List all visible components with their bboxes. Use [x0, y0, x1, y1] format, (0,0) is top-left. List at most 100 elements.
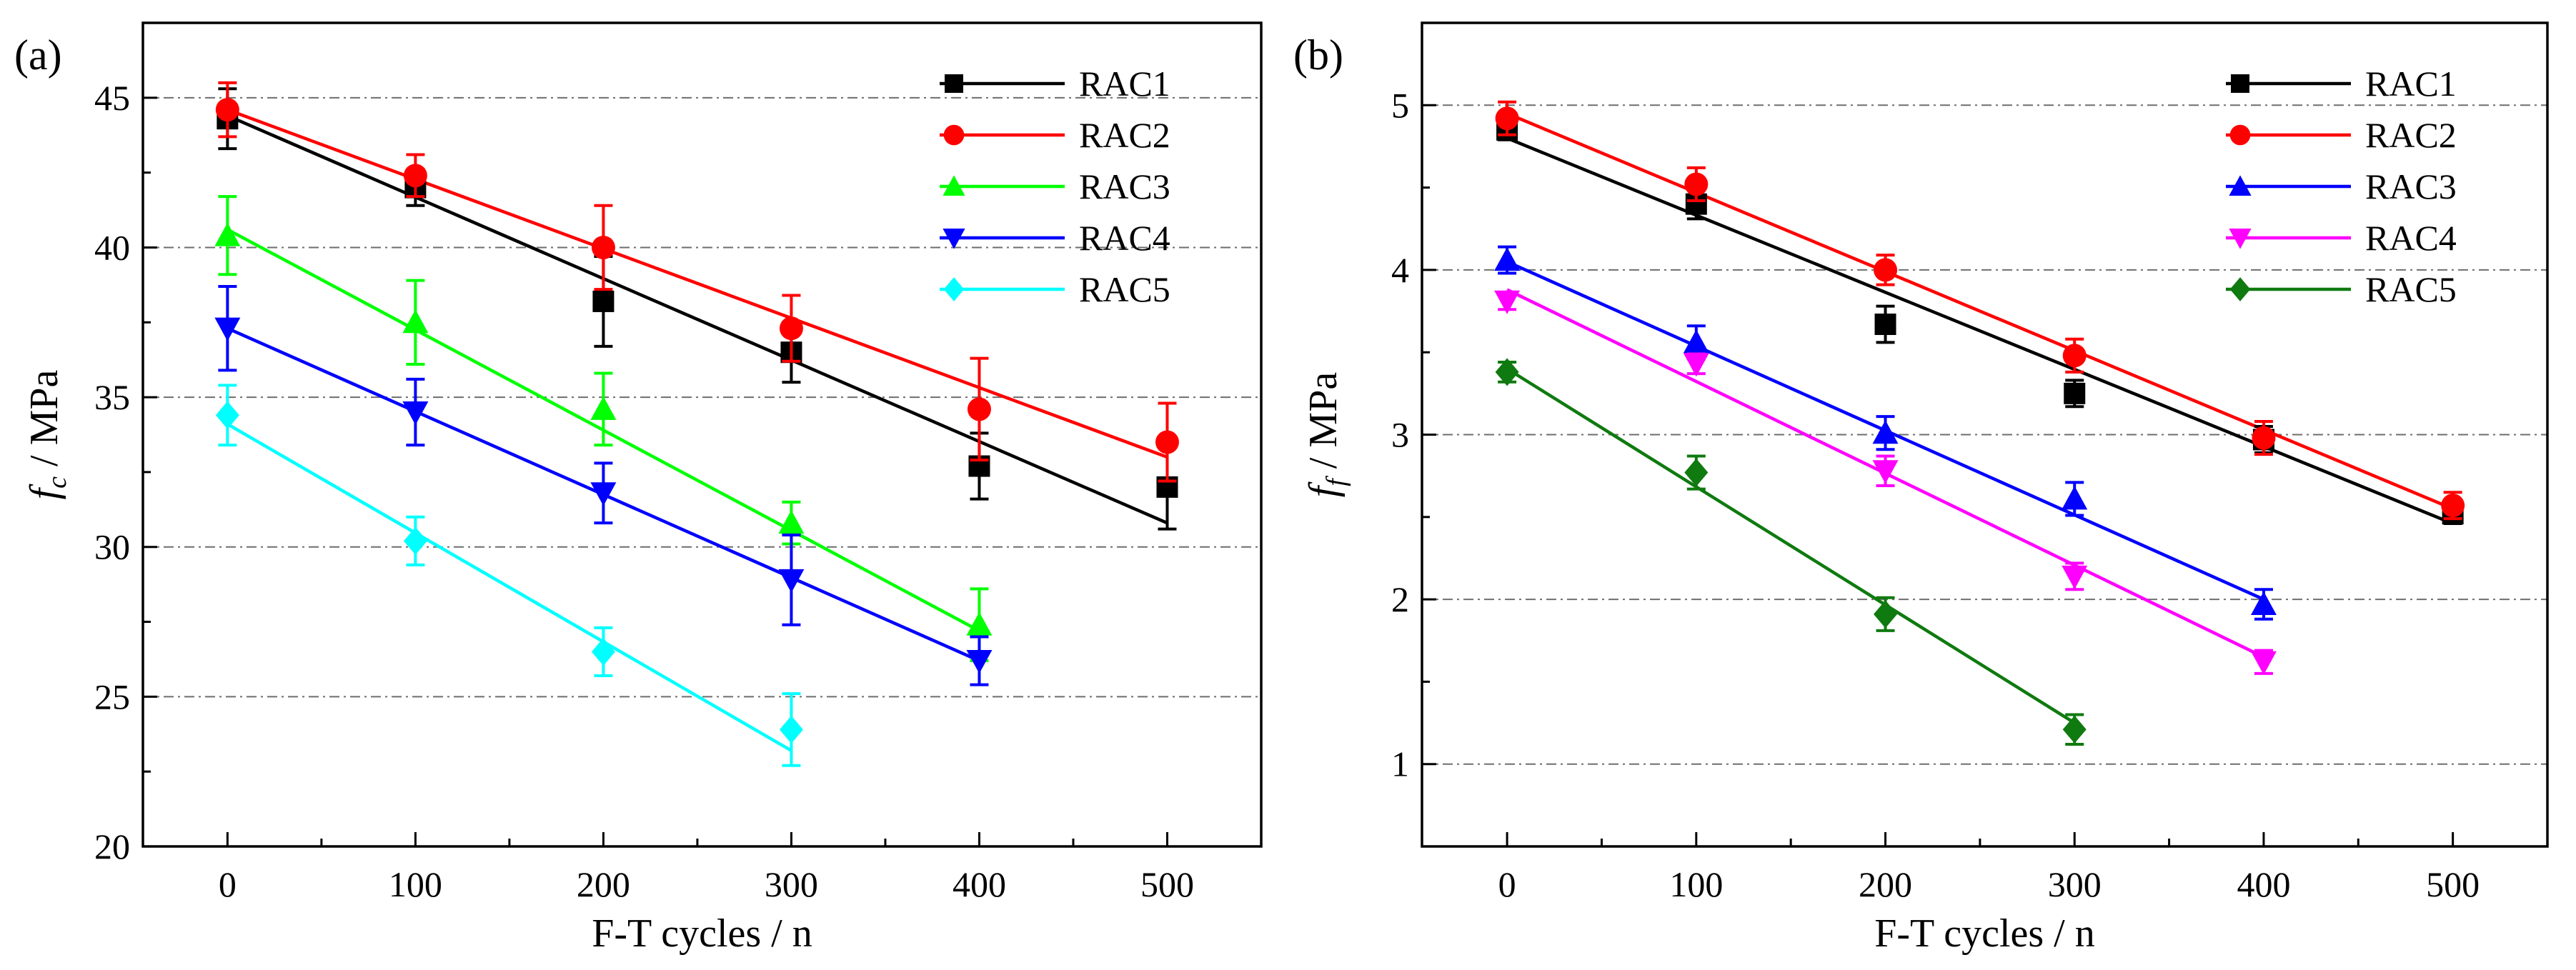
y-tick-label-b-2: 3	[1391, 415, 1409, 455]
legend-entry-a-rac4: RAC4	[940, 218, 1170, 258]
x-tick-label-a-2: 200	[577, 864, 630, 904]
legend-marker-b-rac4	[2229, 229, 2252, 249]
legend-marker-a-rac1	[945, 74, 963, 93]
x-tick-label-a-1: 100	[389, 864, 442, 904]
point-a-rac2-2	[591, 235, 615, 259]
y-axis-title-b: ff / MPa	[1301, 372, 1351, 498]
point-b-rac2-2	[1874, 258, 1898, 282]
y-axis-title-sub-a: c	[42, 476, 72, 489]
x-tick-label-b-2: 200	[1859, 864, 1912, 904]
point-b-rac4-2	[1872, 460, 1899, 484]
legend-marker-b-rac3	[2229, 175, 2252, 196]
point-a-rac1-2	[592, 290, 615, 312]
point-b-rac5-1	[1684, 459, 1709, 487]
x-axis-title-a: F-T cycles / n	[592, 911, 812, 956]
fit-line-b-rac2	[1506, 111, 2454, 511]
legend-marker-a-rac4	[943, 229, 965, 249]
point-b-rac5-3	[2062, 715, 2087, 744]
point-a-rac4-3	[778, 569, 805, 593]
y-tick-label-a-2: 30	[94, 527, 130, 567]
y-tick-label-b-0: 1	[1391, 744, 1409, 784]
y-axis-title-suffix-b: / MPa	[1301, 372, 1346, 479]
y-tick-label-a-0: 20	[94, 826, 130, 866]
legend-label-a-rac4: RAC4	[1079, 218, 1170, 258]
y-tick-label-a-5: 45	[94, 78, 130, 118]
legend-marker-b-rac1	[2231, 74, 2249, 93]
point-a-rac2-3	[779, 316, 803, 341]
legend-marker-b-rac2	[2229, 124, 2251, 146]
legend-entry-a-rac2: RAC2	[940, 115, 1170, 155]
y-tick-label-a-3: 35	[94, 377, 130, 417]
point-a-rac4-0	[214, 317, 241, 341]
x-tick-label-a-3: 300	[765, 864, 818, 904]
panel-b: 0 100 200 300 400 500 1 2 3 4 5 F-T cycles / n ff / …	[1293, 21, 2549, 956]
legend-marker-a-rac2	[943, 124, 965, 146]
point-b-rac5-0	[1495, 358, 1519, 386]
x-tick-label-b-0: 0	[1498, 864, 1516, 904]
point-b-rac2-1	[1684, 172, 1709, 196]
x-tick-label-b-1: 100	[1669, 864, 1723, 904]
x-tick-label-b-3: 300	[2048, 864, 2102, 904]
point-b-rac1-3	[2064, 382, 2086, 404]
x-tick-label-b-4: 400	[2237, 864, 2290, 904]
y-tick-label-a-1: 25	[94, 676, 130, 716]
point-a-rac4-1	[402, 401, 429, 426]
point-b-rac1-2	[1874, 313, 1896, 335]
point-a-rac5-3	[779, 715, 803, 744]
point-b-rac5-2	[1874, 600, 1898, 629]
legend-label-b-rac3: RAC3	[2365, 166, 2457, 206]
x-tick-label-a-0: 0	[219, 864, 237, 904]
legend-entry-a-rac3: RAC3	[940, 166, 1170, 206]
legend-a: RAC1 RAC2 RAC3 RAC4 RAC5	[940, 64, 1170, 309]
legend-marker-a-rac3	[943, 175, 965, 196]
legend-marker-a-rac5	[943, 277, 965, 301]
x-axis-title-b: F-T cycles / n	[1874, 911, 2094, 956]
point-a-rac3-1	[402, 309, 429, 334]
y-tick-label-b-3: 4	[1391, 250, 1409, 290]
point-b-rac3-4	[2250, 591, 2277, 616]
y-tick-label-b-4: 5	[1391, 85, 1409, 125]
legend-entry-b-rac2: RAC2	[2226, 115, 2457, 155]
point-b-rac4-3	[2062, 565, 2088, 589]
fit-line-a-rac2	[227, 108, 1168, 459]
point-b-rac3-3	[2062, 486, 2088, 510]
legend-entry-a-rac5: RAC5	[940, 269, 1170, 309]
point-b-rac3-0	[1494, 247, 1521, 271]
point-a-rac3-4	[966, 611, 993, 636]
point-b-rac2-5	[2441, 494, 2465, 518]
point-b-rac3-2	[1872, 420, 1899, 444]
x-tick-label-a-5: 500	[1140, 864, 1194, 904]
point-a-rac3-0	[214, 222, 241, 246]
point-a-rac5-1	[403, 526, 427, 555]
legend-entry-a-rac1: RAC1	[940, 64, 1170, 104]
point-b-rac4-0	[1494, 290, 1521, 314]
point-a-rac3-2	[590, 396, 617, 420]
legend-entry-b-rac4: RAC4	[2226, 218, 2457, 258]
legend-entry-b-rac5: RAC5	[2226, 269, 2457, 309]
point-a-rac3-3	[778, 510, 805, 534]
legend-label-a-rac1: RAC1	[1079, 64, 1170, 104]
point-a-rac4-4	[966, 650, 993, 674]
point-a-rac5-0	[215, 401, 239, 429]
legend-label-b-rac1: RAC1	[2365, 64, 2457, 104]
legend-label-b-rac5: RAC5	[2365, 269, 2457, 309]
point-a-rac5-2	[591, 637, 615, 666]
point-a-rac4-2	[590, 482, 617, 506]
y-tick-label-a-4: 40	[94, 227, 130, 267]
fit-line-b-rac1	[1506, 136, 2454, 526]
x-tick-label-b-5: 500	[2426, 864, 2480, 904]
point-b-rac4-4	[2250, 651, 2277, 675]
legend-entry-b-rac3: RAC3	[2226, 166, 2457, 206]
point-b-rac2-0	[1495, 106, 1519, 131]
x-tick-label-a-4: 400	[953, 864, 1006, 904]
legend-label-a-rac2: RAC2	[1079, 115, 1170, 155]
panel-label-b: (b)	[1293, 31, 1343, 79]
point-b-rac2-3	[2062, 344, 2087, 368]
panel-a: 0 100 200 300 400 500 20 25 30 35 40 45 F-T cycles /…	[14, 21, 1263, 956]
point-a-rac2-4	[967, 397, 991, 421]
panel-label-a: (a)	[14, 31, 62, 79]
point-b-rac2-4	[2252, 426, 2276, 450]
point-a-rac2-5	[1155, 430, 1179, 454]
